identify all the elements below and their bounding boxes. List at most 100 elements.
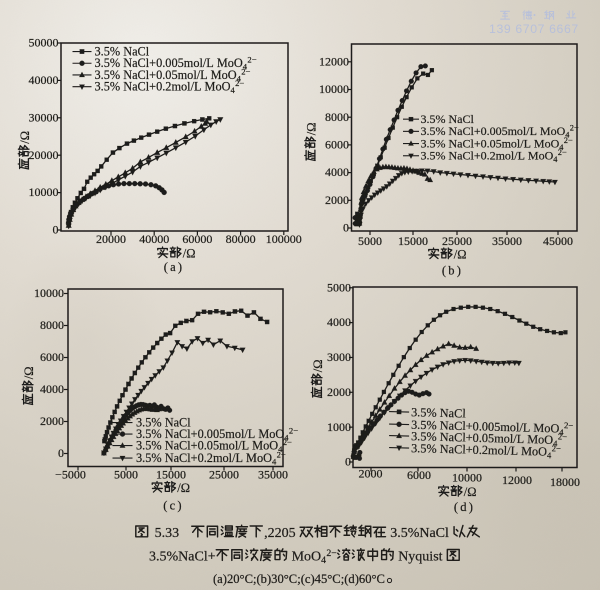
svg-text:40000: 40000	[29, 73, 59, 87]
svg-text:6000: 6000	[407, 468, 431, 482]
svg-text:MoO: MoO	[534, 136, 560, 150]
svg-text:0: 0	[53, 223, 59, 237]
svg-text:2−: 2−	[283, 437, 292, 447]
svg-text:/Ω: /Ω	[18, 131, 32, 144]
svg-text:3.5% NaCl: 3.5% NaCl	[136, 416, 191, 430]
svg-text:MoO: MoO	[246, 451, 272, 465]
svg-text:/Ω: /Ω	[22, 367, 36, 380]
svg-text:MoO: MoO	[528, 149, 554, 163]
svg-text:2−: 2−	[247, 55, 256, 65]
svg-text:4000: 4000	[325, 165, 349, 179]
svg-text:3.5% NaCl+0.05mol/L: 3.5% NaCl+0.05mol/L	[136, 439, 249, 453]
svg-text:4: 4	[243, 62, 248, 72]
svg-text:3.5% NaCl+0.2mol/L: 3.5% NaCl+0.2mol/L	[136, 451, 243, 465]
svg-text:(a)20°C;(b)30°C;(c)45°C;(d)60°: (a)20°C;(b)30°C;(c)45°C;(d)60°C	[213, 572, 385, 586]
svg-text:4: 4	[278, 444, 283, 454]
svg-text:6000: 6000	[325, 138, 349, 152]
svg-text:0: 0	[58, 446, 64, 460]
svg-text:MoO: MoO	[205, 80, 231, 94]
svg-text:2−: 2−	[289, 426, 298, 436]
svg-text:2−: 2−	[326, 548, 337, 559]
svg-text:3.5% NaCl: 3.5% NaCl	[95, 45, 150, 59]
svg-text:139 6707 6667: 139 6707 6667	[489, 22, 579, 36]
svg-text:10000: 10000	[34, 286, 64, 300]
svg-text:3.5% NaCl+0.05mol/L: 3.5% NaCl+0.05mol/L	[95, 68, 208, 82]
svg-text:25000: 25000	[442, 234, 472, 248]
svg-text:25000: 25000	[209, 468, 239, 482]
svg-text:3.5% NaCl+0.005mol/L: 3.5% NaCl+0.005mol/L	[411, 418, 531, 435]
svg-text:4: 4	[272, 457, 277, 467]
svg-text:MoO: MoO	[258, 427, 284, 441]
svg-text:4: 4	[559, 427, 564, 437]
svg-text:2−: 2−	[277, 450, 286, 460]
svg-text:4: 4	[565, 131, 570, 140]
svg-text:20000: 20000	[29, 148, 59, 162]
svg-text:10000: 10000	[319, 82, 349, 96]
svg-text:2000: 2000	[40, 414, 64, 428]
svg-text:80000: 80000	[226, 232, 256, 246]
svg-text:/Ω: /Ω	[311, 360, 325, 373]
svg-text:4: 4	[553, 155, 558, 164]
svg-text:,2205: ,2205	[264, 526, 296, 541]
svg-text:4: 4	[547, 450, 552, 460]
svg-text:MoO: MoO	[540, 124, 566, 138]
svg-text:4000: 4000	[40, 382, 64, 396]
svg-text:−5000: −5000	[55, 468, 86, 482]
svg-text:(a): (a)	[164, 260, 184, 274]
svg-text:3.5%NaCl+: 3.5%NaCl+	[149, 550, 216, 565]
svg-text:12000: 12000	[502, 473, 532, 487]
svg-text:4000: 4000	[327, 315, 351, 329]
svg-text:Nyquist: Nyquist	[398, 550, 442, 565]
svg-text:45000: 45000	[543, 234, 573, 248]
svg-text:6000: 6000	[40, 350, 64, 364]
svg-text:MoO: MoO	[527, 432, 553, 447]
svg-text:4: 4	[559, 143, 564, 152]
svg-text:5.33: 5.33	[155, 526, 180, 541]
svg-text:5000: 5000	[358, 234, 382, 248]
svg-text:3.5%NaCl: 3.5%NaCl	[390, 526, 449, 541]
svg-text:(d): (d)	[454, 500, 475, 514]
svg-text:4: 4	[230, 85, 235, 95]
svg-text:0: 0	[345, 455, 351, 469]
svg-text:15000: 15000	[398, 234, 428, 248]
svg-text:40000: 40000	[139, 232, 169, 246]
svg-text:3.5% NaCl+0.05mol/L: 3.5% NaCl+0.05mol/L	[411, 429, 524, 446]
svg-text:2−: 2−	[241, 66, 250, 76]
svg-text:3.5% NaCl+0.005mol/L: 3.5% NaCl+0.005mol/L	[136, 427, 255, 441]
svg-text:3.5% NaCl+0.005mol/L: 3.5% NaCl+0.005mol/L	[95, 56, 214, 70]
svg-text:3.5% NaCl+0.2mol/L: 3.5% NaCl+0.2mol/L	[421, 149, 525, 163]
svg-text:10000: 10000	[29, 185, 59, 199]
svg-text:1000: 1000	[327, 420, 351, 434]
svg-text:3000: 3000	[327, 350, 351, 364]
svg-text:5000: 5000	[327, 280, 351, 294]
svg-text:/Ω: /Ω	[454, 248, 467, 262]
svg-text:4: 4	[284, 433, 289, 443]
svg-text:3.5% NaCl+0.005mol/L: 3.5% NaCl+0.005mol/L	[421, 124, 537, 138]
svg-text:2−: 2−	[235, 78, 244, 88]
svg-text:/Ω: /Ω	[177, 481, 190, 495]
svg-text:2−: 2−	[558, 148, 567, 157]
svg-text:2−: 2−	[552, 443, 562, 453]
svg-text:3.5% NaCl+0.2mol/L: 3.5% NaCl+0.2mol/L	[95, 80, 202, 94]
svg-text:(b): (b)	[442, 264, 463, 278]
svg-text:10000: 10000	[452, 471, 482, 485]
svg-text:0: 0	[343, 221, 349, 235]
svg-text:100000: 100000	[266, 232, 302, 246]
svg-text:(c): (c)	[163, 499, 183, 513]
svg-text:2000: 2000	[327, 385, 351, 399]
svg-text:35000: 35000	[258, 468, 288, 482]
svg-text:30000: 30000	[29, 110, 59, 124]
svg-text:8000: 8000	[40, 318, 64, 332]
svg-text:15000: 15000	[156, 468, 186, 482]
svg-text:3.5% NaCl+0.05mol/L: 3.5% NaCl+0.05mol/L	[421, 136, 531, 150]
svg-text:/Ω: /Ω	[464, 485, 477, 499]
svg-text:8000: 8000	[325, 110, 349, 124]
svg-text:MoO: MoO	[533, 421, 559, 436]
svg-text:2−: 2−	[564, 420, 574, 430]
svg-text:35000: 35000	[492, 234, 522, 248]
svg-text:MoO: MoO	[252, 439, 278, 453]
svg-text:50000: 50000	[29, 36, 59, 50]
svg-text:MoO: MoO	[217, 56, 243, 70]
svg-text:MoO: MoO	[521, 444, 547, 459]
svg-text:4: 4	[237, 73, 242, 83]
